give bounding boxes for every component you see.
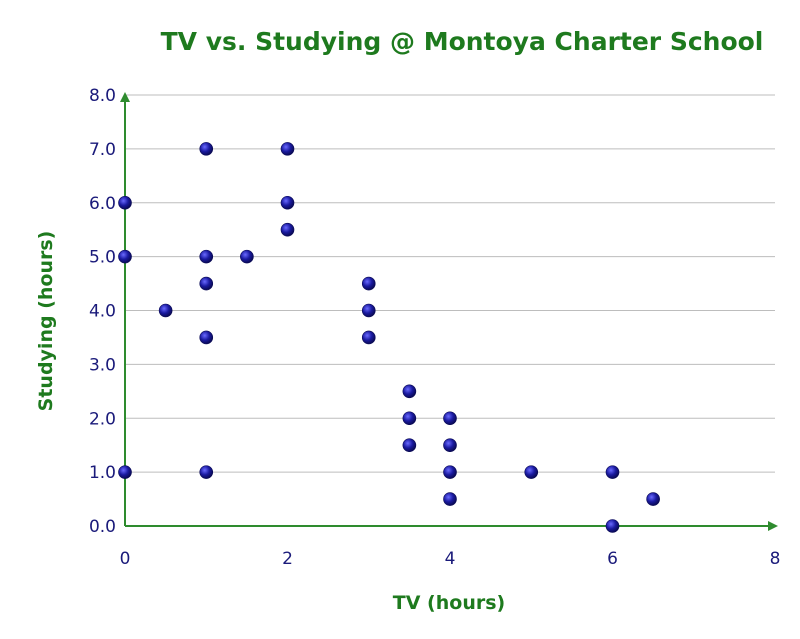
data-point: [443, 492, 457, 506]
data-point: [402, 411, 417, 426]
data-point: [240, 249, 254, 264]
data-points: [118, 142, 660, 533]
data-point: [280, 195, 295, 210]
data-point: [605, 519, 620, 533]
data-point: [118, 195, 132, 210]
data-point: [524, 465, 539, 479]
data-point: [646, 492, 660, 506]
data-point: [361, 330, 376, 345]
chart-title: TV vs. Studying @ Montoya Charter School: [161, 27, 764, 56]
data-point: [280, 222, 295, 237]
y-tick-label: 7.0: [89, 140, 116, 160]
y-axis-title: Studying (hours): [35, 231, 57, 412]
x-tick-label: 2: [282, 549, 293, 569]
y-tick-label: 3.0: [89, 355, 116, 375]
data-point: [605, 465, 620, 479]
data-point: [199, 276, 214, 291]
data-point: [199, 249, 214, 264]
data-point: [118, 465, 132, 479]
data-point: [158, 303, 173, 318]
data-point: [361, 276, 376, 291]
x-tick-label: 6: [607, 549, 618, 569]
data-point: [443, 465, 457, 479]
y-tick-label: 5.0: [89, 248, 116, 268]
y-tick-label: 8.0: [89, 86, 116, 106]
data-point: [199, 330, 214, 345]
y-tick-label: 0.0: [89, 517, 116, 537]
x-tick-label: 4: [445, 549, 456, 569]
data-point: [118, 249, 132, 264]
grid-lines: [125, 94, 775, 473]
data-point: [361, 303, 376, 318]
data-point: [199, 142, 214, 156]
data-point: [443, 438, 457, 452]
x-axis-title: TV (hours): [393, 592, 505, 614]
x-tick-label: 0: [120, 549, 131, 569]
y-axis-arrow: [120, 92, 130, 102]
x-tick-label: 8: [770, 549, 781, 569]
data-point: [402, 438, 417, 452]
y-tick-label: 2.0: [89, 409, 116, 429]
y-tick-label: 1.0: [89, 463, 116, 483]
data-point: [280, 142, 295, 156]
data-point: [402, 384, 417, 399]
y-axis-ticks: 0.0 1.0 2.0 3.0 4.0 5.0 6.0 7.0 8.0: [89, 86, 116, 537]
data-point: [199, 465, 214, 479]
y-tick-label: 4.0: [89, 302, 116, 322]
x-axis-arrow: [768, 521, 778, 531]
y-tick-label: 6.0: [89, 194, 116, 214]
data-point: [443, 411, 457, 426]
x-axis-ticks: 0 2 4 6 8: [120, 549, 781, 569]
